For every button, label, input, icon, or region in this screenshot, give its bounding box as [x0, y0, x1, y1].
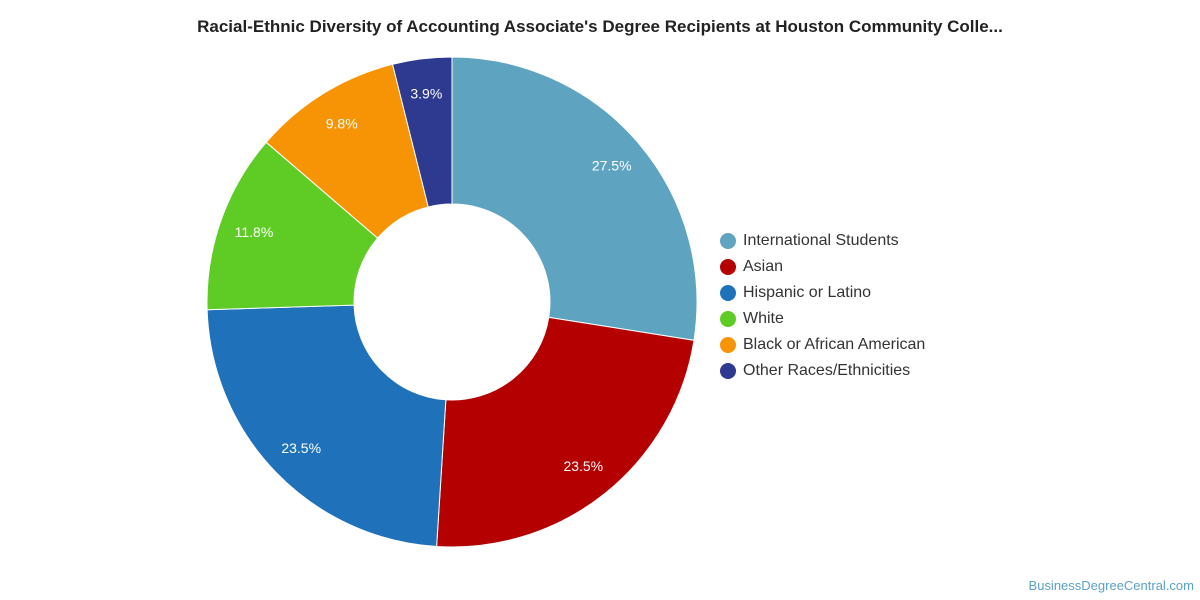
legend-item-international-students[interactable]: International Students [720, 228, 925, 254]
legend-label: International Students [743, 232, 899, 249]
slice-other-races-ethnicities[interactable] [391, 56, 453, 208]
slice-label-other-races-ethnicities: 3.9% [410, 86, 442, 102]
legend-swatch-icon [720, 337, 736, 353]
slice-label-hispanic-or-latino: 23.5% [281, 440, 321, 456]
legend-item-white[interactable]: White [720, 306, 925, 332]
legend-swatch-icon [720, 233, 736, 249]
slice-label-international-students: 27.5% [592, 158, 632, 174]
slice-label-asian: 23.5% [563, 458, 603, 474]
slice-label-black-or-african-american: 9.8% [326, 115, 358, 131]
legend-swatch-icon [720, 363, 736, 379]
slice-label-white: 11.8% [235, 224, 274, 240]
legend-label: Asian [743, 258, 784, 275]
slice-asian[interactable] [436, 316, 695, 548]
legend-swatch-icon [720, 285, 736, 301]
chart-title: Racial-Ethnic Diversity of Accounting As… [197, 17, 1003, 36]
legend-item-black-or-african-american[interactable]: Black or African American [720, 332, 925, 358]
legend-swatch-icon [720, 259, 736, 275]
legend-item-other-races-ethnicities[interactable]: Other Races/Ethnicities [720, 358, 925, 384]
slice-international-students[interactable] [451, 56, 698, 341]
legend-label: Other Races/Ethnicities [743, 362, 911, 379]
legend-swatch-icon [720, 311, 736, 327]
legend-item-hispanic-or-latino[interactable]: Hispanic or Latino [720, 280, 925, 306]
slice-white[interactable] [206, 141, 379, 311]
legend-item-asian[interactable]: Asian [720, 254, 925, 280]
source-credit[interactable]: BusinessDegreeCentral.com [1028, 578, 1194, 593]
legend-label: White [743, 310, 784, 327]
legend-label: Black or African American [743, 336, 926, 353]
slice-hispanic-or-latino[interactable] [206, 304, 447, 548]
chart-legend: International Students Asian Hispanic or L… [720, 228, 925, 384]
legend-label: Hispanic or Latino [743, 284, 872, 301]
